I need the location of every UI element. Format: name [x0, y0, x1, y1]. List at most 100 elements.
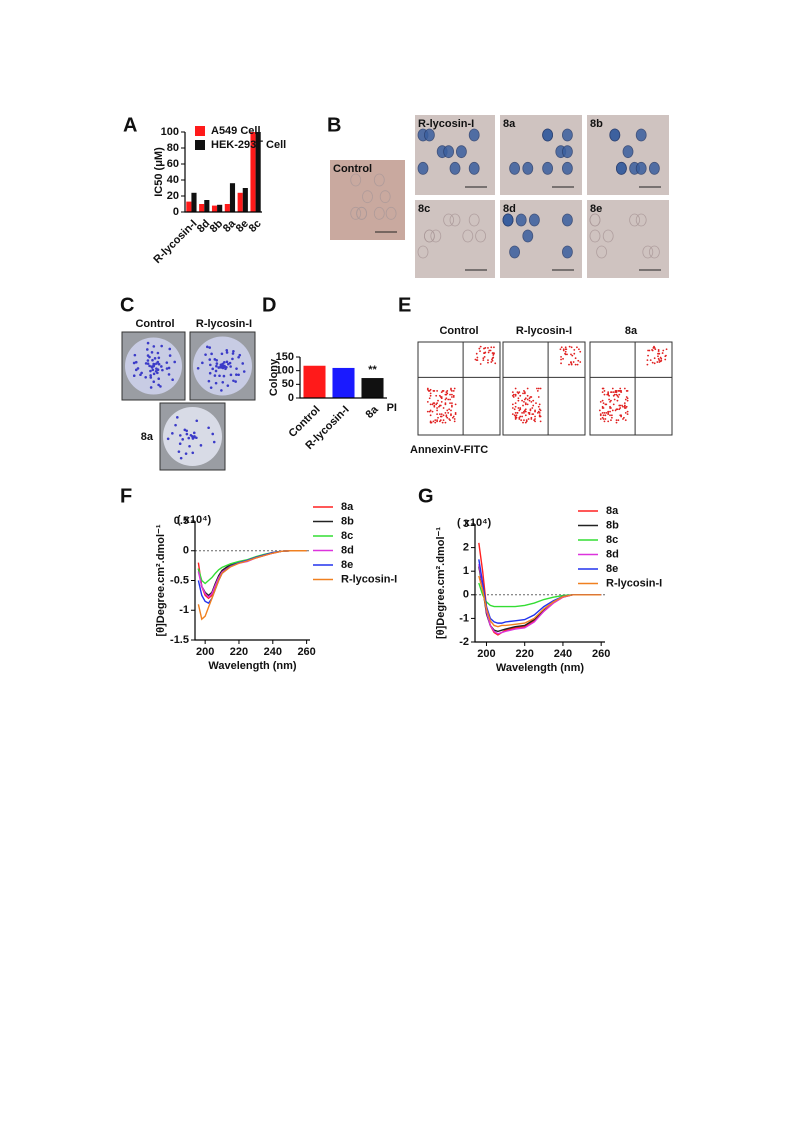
- event: [478, 347, 481, 350]
- event: [573, 348, 576, 351]
- event: [651, 361, 654, 364]
- colony: [237, 355, 240, 359]
- flow-plot: [502, 341, 586, 436]
- event: [447, 398, 450, 401]
- colony: [241, 362, 245, 365]
- colony: [166, 437, 170, 441]
- event: [517, 392, 520, 395]
- colony: [214, 369, 218, 373]
- event: [622, 405, 624, 408]
- event: [446, 392, 449, 395]
- event: [519, 408, 522, 411]
- cell: [635, 161, 647, 175]
- y-tick-label: 0: [463, 589, 469, 601]
- colony: [151, 358, 154, 362]
- plate-label: R-lycosin-I: [196, 318, 252, 330]
- event: [536, 411, 539, 414]
- cell: [373, 206, 385, 220]
- colony: [173, 360, 177, 364]
- cell: [562, 128, 573, 142]
- event: [534, 415, 536, 418]
- event: [602, 387, 605, 390]
- legend-swatch: [195, 126, 205, 136]
- colony: [195, 436, 198, 440]
- y-tick-label: 100: [161, 126, 179, 138]
- event: [570, 346, 573, 349]
- event: [603, 390, 606, 392]
- event: [619, 387, 622, 390]
- event: [451, 396, 453, 398]
- micrograph-label: 8c: [418, 203, 430, 215]
- colony: [149, 386, 153, 389]
- colony: [149, 374, 152, 377]
- event: [513, 414, 516, 417]
- event: [653, 357, 656, 360]
- y-tick-label: 0.5: [174, 515, 189, 527]
- event: [524, 410, 527, 413]
- event: [429, 403, 432, 406]
- cell: [622, 145, 634, 159]
- event: [514, 402, 517, 405]
- cell: [468, 161, 480, 175]
- y-tick-label: 2: [463, 542, 469, 554]
- event: [568, 363, 570, 366]
- colony: [213, 374, 217, 377]
- event: [615, 391, 618, 394]
- colony: [193, 435, 196, 439]
- event: [560, 362, 562, 365]
- event: [524, 421, 527, 424]
- legend-label: 8e: [606, 563, 618, 575]
- event: [523, 390, 525, 392]
- event: [624, 419, 627, 422]
- event: [653, 345, 655, 348]
- event: [482, 359, 485, 362]
- event: [615, 421, 618, 424]
- event: [450, 409, 452, 412]
- event: [521, 411, 523, 414]
- event: [570, 363, 573, 366]
- event: [444, 421, 447, 424]
- colony: [152, 372, 156, 376]
- x-tick-label: R-lycosin-I: [151, 218, 199, 266]
- x-tick-label: 200: [196, 646, 214, 658]
- event: [572, 361, 575, 363]
- event: [615, 419, 618, 422]
- colony: [157, 383, 160, 387]
- x-tick-label: 220: [230, 646, 248, 658]
- event: [539, 420, 542, 423]
- micrograph-label: Control: [333, 163, 372, 175]
- micrograph: [415, 200, 495, 278]
- bar: [361, 378, 384, 398]
- flow-plot: [417, 341, 501, 436]
- cell: [529, 213, 540, 227]
- event: [434, 419, 437, 422]
- event: [657, 355, 659, 358]
- event: [662, 349, 665, 352]
- event: [491, 359, 494, 362]
- cell: [562, 145, 573, 159]
- colony: [176, 416, 179, 419]
- colony: [232, 379, 235, 383]
- colony: [160, 365, 163, 368]
- y-tick-label: 3: [463, 518, 469, 530]
- event: [530, 396, 533, 398]
- event: [528, 397, 531, 400]
- event: [609, 410, 611, 413]
- event: [526, 403, 529, 406]
- colony: [149, 376, 153, 379]
- event: [657, 357, 660, 360]
- event: [447, 411, 450, 414]
- colony: [225, 351, 229, 354]
- event: [576, 363, 579, 366]
- event: [610, 391, 612, 394]
- y-tick-label: 40: [167, 174, 179, 186]
- event: [649, 359, 652, 362]
- event: [442, 407, 445, 409]
- event: [514, 411, 517, 414]
- event: [532, 404, 535, 407]
- event: [449, 419, 451, 422]
- event: [479, 350, 481, 353]
- event: [602, 407, 605, 409]
- colony: [207, 379, 211, 383]
- bar: [303, 365, 326, 398]
